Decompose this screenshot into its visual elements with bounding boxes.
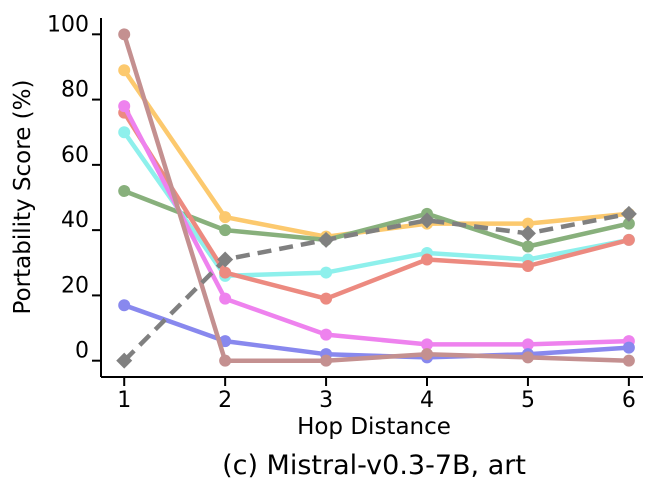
series-6 (118, 299, 635, 364)
data-point (118, 100, 131, 113)
x-tick-label: 2 (218, 388, 232, 413)
series-line (121, 32, 632, 363)
data-point (118, 64, 131, 77)
data-point (118, 28, 131, 41)
series-8 (116, 205, 637, 369)
series-line (121, 302, 632, 360)
y-ticks: 0 20 40 60 80 100 (47, 12, 101, 364)
series-7 (118, 28, 635, 367)
data-point (219, 211, 232, 224)
data-point (219, 354, 232, 367)
data-point (320, 328, 333, 341)
data-point (622, 354, 635, 367)
data-point (318, 231, 335, 248)
data-point (521, 351, 534, 364)
data-point (320, 292, 333, 305)
data-point (219, 292, 232, 305)
data-point (521, 260, 534, 273)
y-tick-label: 20 (61, 273, 89, 298)
x-tick-label: 3 (319, 388, 333, 413)
x-tick-label: 6 (622, 388, 636, 413)
data-point (521, 217, 534, 230)
series-line (122, 211, 630, 363)
data-point (620, 205, 637, 222)
data-point (521, 338, 534, 351)
x-axis-label: Hop Distance (297, 414, 451, 440)
series-layer (116, 28, 637, 369)
data-point (421, 338, 434, 351)
data-point (421, 348, 434, 361)
series-line (121, 67, 632, 239)
series-line (121, 129, 632, 279)
data-point (421, 253, 434, 266)
x-tick-label: 4 (420, 388, 434, 413)
data-point (320, 266, 333, 279)
data-point (217, 251, 234, 268)
series-line (121, 110, 632, 301)
y-tick-label: 100 (47, 12, 89, 37)
y-tick-label: 80 (61, 78, 89, 103)
series-4 (118, 106, 635, 305)
data-point (320, 354, 333, 367)
x-tick-label: 5 (521, 388, 535, 413)
series-3 (118, 126, 635, 282)
data-point (116, 352, 133, 369)
y-axis-label: Portability Score (%) (10, 80, 36, 315)
data-point (419, 212, 436, 229)
x-tick-label: 1 (117, 388, 131, 413)
data-point (622, 233, 635, 246)
data-point (521, 240, 534, 253)
data-point (118, 299, 131, 312)
x-ticks: 1 2 3 4 5 6 (117, 377, 636, 413)
data-point (118, 184, 131, 197)
data-point (622, 341, 635, 354)
data-point (118, 126, 131, 139)
y-tick-label: 0 (75, 339, 89, 364)
data-point (219, 266, 232, 279)
y-tick-label: 40 (61, 208, 89, 233)
y-tick-label: 60 (61, 143, 89, 168)
data-point (622, 217, 635, 230)
series-line (121, 103, 632, 347)
series-line (121, 188, 632, 249)
series-1 (118, 64, 635, 243)
chart-caption: (c) Mistral-v0.3-7B, art (222, 450, 526, 481)
data-point (219, 224, 232, 237)
data-point (519, 225, 536, 242)
